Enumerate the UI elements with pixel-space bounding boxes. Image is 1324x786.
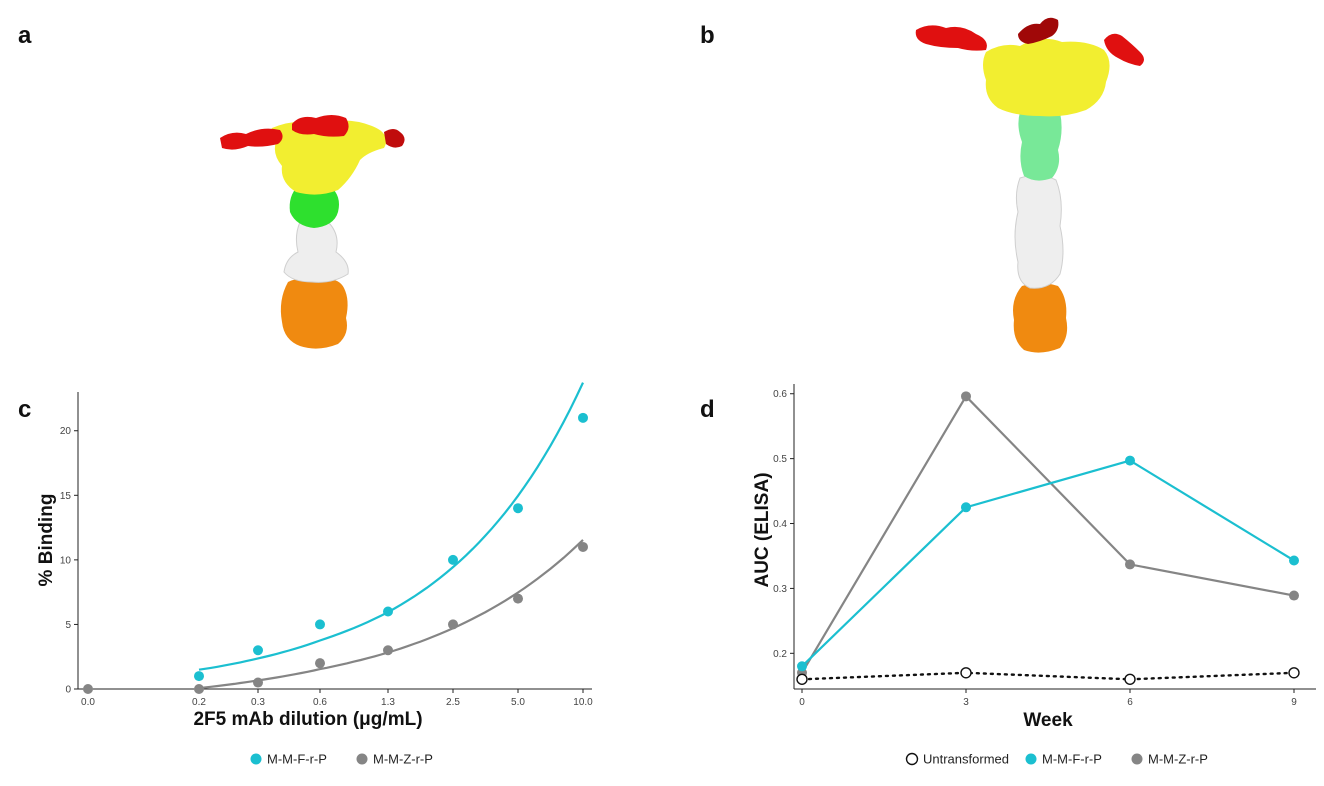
structure-b-red-right <box>1104 33 1144 66</box>
structure-a-red-left <box>220 128 283 150</box>
data-point-Untransformed <box>796 673 808 685</box>
structure-a-orange-region <box>280 278 348 349</box>
data-point-M-M-Z-r-P <box>83 684 93 694</box>
protein-structure-a <box>220 115 405 349</box>
y-tick-label: 0.6 <box>773 389 787 400</box>
data-point-M-M-Z-r-P <box>513 593 523 604</box>
fit-curve-M-M-F-r-P <box>198 382 584 671</box>
y-tick-label: 10 <box>60 555 72 566</box>
data-point-M-M-Z-r-P <box>194 684 204 694</box>
data-point-M-M-Z-r-P <box>448 619 458 630</box>
data-point-Untransformed <box>1124 673 1136 685</box>
data-point-M-M-Z-r-P <box>1125 559 1135 570</box>
series-line-M-M-F-r-P <box>801 459 1295 668</box>
structure-b-orange-region <box>1013 283 1068 353</box>
data-point-M-M-F-r-P <box>513 503 523 514</box>
data-point-M-M-F-r-P <box>1125 455 1135 466</box>
legend-marker-M-M-F-r-P <box>250 753 262 765</box>
y-axis-title: AUC (ELISA) <box>752 472 773 587</box>
y-tick-label: 15 <box>60 491 72 502</box>
structure-a-red-right <box>384 129 405 148</box>
y-tick-label: 0.4 <box>773 519 787 530</box>
data-point-Untransformed <box>1288 667 1300 679</box>
panel-label-a: a <box>18 22 32 49</box>
data-point-M-M-F-r-P <box>194 671 204 682</box>
x-tick-label: 5.0 <box>511 697 525 708</box>
panel-label-c: c <box>18 396 32 423</box>
structure-a-yellow-region <box>270 120 387 195</box>
x-tick-label: 0 <box>799 697 805 708</box>
legend-marker-M-M-F-r-P <box>1025 753 1037 765</box>
series-line-Untransformed <box>800 671 1296 681</box>
y-axis-title: % Binding <box>36 494 57 587</box>
structure-a-red-top <box>292 115 349 137</box>
x-axis-title: Week <box>1023 710 1073 731</box>
data-point-M-M-F-r-P <box>961 502 971 513</box>
x-tick-label: 3 <box>963 697 969 708</box>
legend-marker-M-M-Z-r-P <box>356 753 368 765</box>
x-tick-label: 0.6 <box>313 697 327 708</box>
structure-a-green-region <box>289 183 339 228</box>
legend-label-M-M-Z-r-P: M-M-Z-r-P <box>373 752 433 767</box>
structure-b-white-region <box>1014 174 1064 289</box>
structure-b-green-region <box>1018 109 1062 181</box>
y-tick-label: 0.3 <box>773 584 787 595</box>
y-tick-label: 20 <box>60 426 72 437</box>
data-point-M-M-F-r-P <box>253 645 263 656</box>
x-tick-label: 0.2 <box>192 697 206 708</box>
x-tick-label: 1.3 <box>381 697 395 708</box>
auc-chart: 0.2 0.3 0.4 0.5 0.6 0 3 6 9 Week AUC (ELISA) Untran… <box>752 384 1316 767</box>
legend-label-M-M-Z-r-P: M-M-Z-r-P <box>1148 752 1208 767</box>
legend-marker-M-M-Z-r-P <box>1131 753 1143 765</box>
data-point-M-M-Z-r-P <box>1289 590 1299 601</box>
binding-chart: 0 5 10 15 20 0.0 0.2 0.3 0.6 1.3 2.5 5.0 10.0 2F5 mAb… <box>36 382 593 767</box>
panel-label-b: b <box>700 22 715 49</box>
y-tick-label: 0.2 <box>773 649 787 660</box>
data-point-M-M-F-r-P <box>578 412 588 423</box>
y-tick-label: 0.5 <box>773 454 787 465</box>
structure-a-white-region <box>283 219 349 283</box>
legend-marker-Untransformed <box>905 752 919 766</box>
data-point-M-M-Z-r-P <box>961 391 971 402</box>
legend-label-Untransformed: Untransformed <box>923 752 1009 767</box>
protein-structure-b <box>915 17 1144 353</box>
data-point-Untransformed <box>960 667 972 679</box>
data-point-M-M-Z-r-P <box>383 645 393 656</box>
data-point-M-M-F-r-P <box>1289 555 1299 566</box>
x-tick-label: 0.0 <box>81 697 95 708</box>
data-point-M-M-F-r-P <box>315 619 325 630</box>
series-line-M-M-Z-r-P <box>801 394 1295 674</box>
data-point-M-M-F-r-P <box>448 554 458 565</box>
structure-b-red-left <box>915 25 987 51</box>
data-point-M-M-Z-r-P <box>253 677 263 688</box>
legend-label-M-M-F-r-P: M-M-F-r-P <box>1042 752 1102 767</box>
y-tick-label: 5 <box>65 620 71 631</box>
y-tick-label: 0 <box>65 685 71 696</box>
data-point-M-M-F-r-P <box>797 661 807 672</box>
data-point-M-M-Z-r-P <box>578 541 588 552</box>
x-tick-label: 2.5 <box>446 697 460 708</box>
x-axis-title: 2F5 mAb dilution (μg/mL) <box>193 709 422 730</box>
legend-label-M-M-F-r-P: M-M-F-r-P <box>267 752 327 767</box>
data-point-M-M-Z-r-P <box>315 658 325 669</box>
panel-label-d: d <box>700 396 715 423</box>
structure-b-yellow-region <box>983 38 1110 117</box>
x-tick-label: 9 <box>1291 697 1297 708</box>
x-tick-label: 0.3 <box>251 697 265 708</box>
data-point-M-M-F-r-P <box>383 606 393 617</box>
x-tick-label: 6 <box>1127 697 1133 708</box>
x-tick-label: 10.0 <box>573 697 593 708</box>
structure-b-red-center <box>1018 17 1059 44</box>
